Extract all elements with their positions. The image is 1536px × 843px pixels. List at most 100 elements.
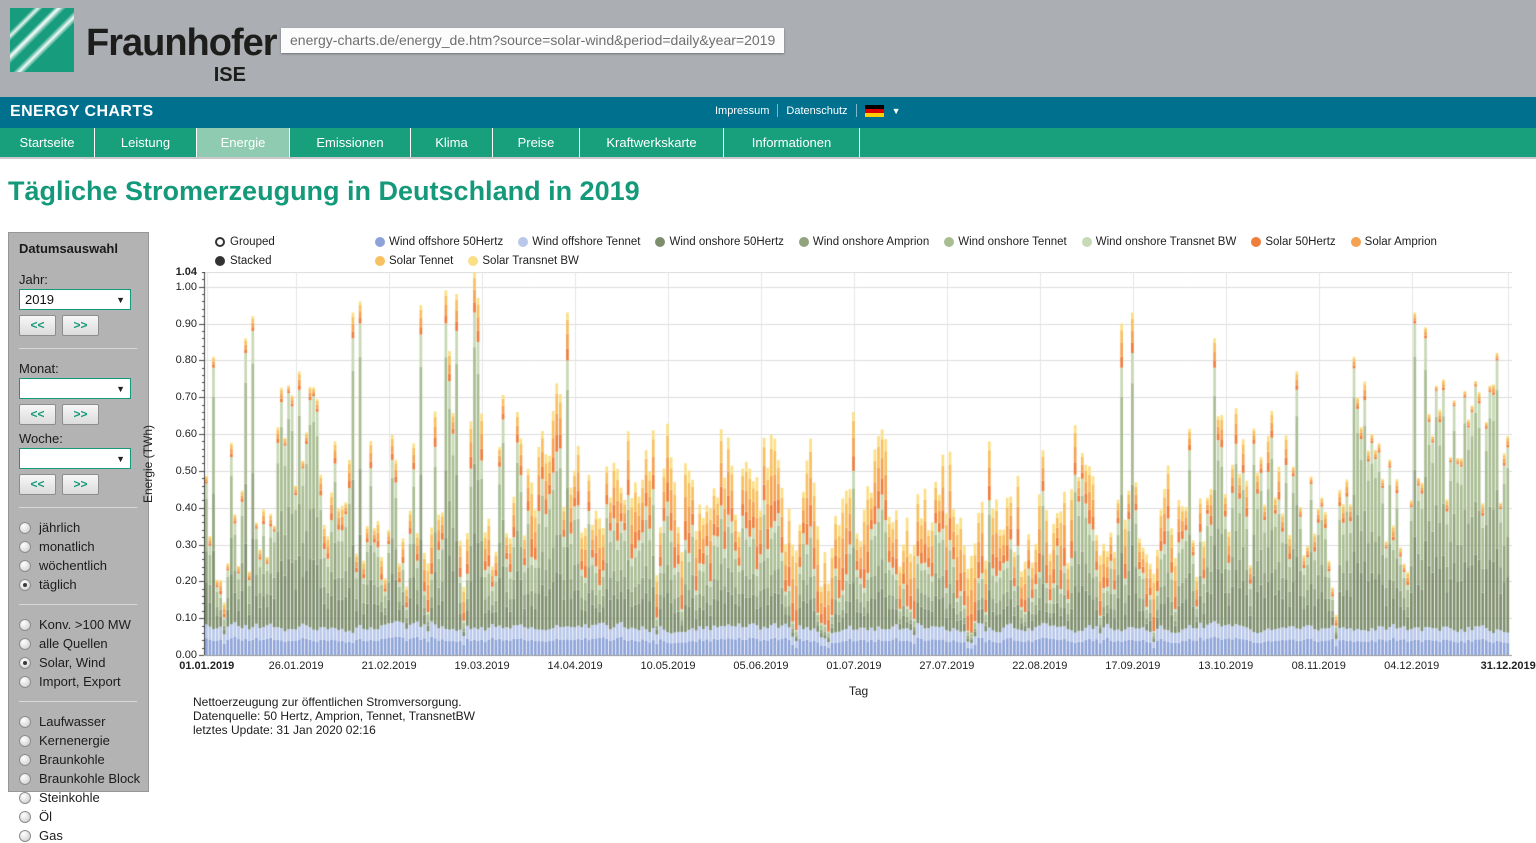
radio-label: alle Quellen: [39, 636, 108, 651]
chart-footnotes: Nettoerzeugung zur öffentlichen Stromver…: [193, 695, 475, 737]
period-radio-täglich[interactable]: täglich: [19, 577, 148, 592]
legend-item-wind-offshore-tennet[interactable]: Wind offshore Tennet: [518, 236, 640, 248]
fraunhofer-logo[interactable]: Fraunhofer ISE: [10, 8, 240, 88]
legend-dot-icon: [468, 256, 478, 266]
nav-tab-klima[interactable]: Klima: [411, 128, 493, 157]
divider: [19, 348, 137, 349]
footnote-line: Datenquelle: 50 Hertz, Amprion, Tennet, …: [193, 709, 475, 723]
nav-tab-startseite[interactable]: Startseite: [0, 128, 95, 157]
legend-label: Wind onshore Tennet: [958, 236, 1066, 248]
nav-tab-energie[interactable]: Energie: [197, 128, 290, 157]
radio-icon: [19, 735, 31, 747]
period-radio-jährlich[interactable]: jährlich: [19, 520, 148, 535]
year-select[interactable]: 2019 ▼: [19, 289, 131, 310]
radio-label: Gas: [39, 828, 63, 843]
week-label: Woche:: [19, 431, 148, 446]
radio-label: Solar, Wind: [39, 655, 105, 670]
legend-item-wind-onshore-amprion[interactable]: Wind onshore Amprion: [799, 236, 929, 248]
datenschutz-link[interactable]: Datenschutz: [786, 105, 847, 117]
radio-icon: [19, 773, 31, 785]
mode-label: Stacked: [230, 255, 272, 267]
period-radio-group: jährlich monatlich wöchentlich täglich: [19, 520, 148, 592]
logo-subtitle: ISE: [86, 64, 246, 87]
brand-bar: ENERGY CHARTS Impressum Datenschutz ▼: [0, 97, 1536, 128]
source-radio-konv->100-mw[interactable]: Konv. >100 MW: [19, 617, 148, 632]
language-dropdown-icon[interactable]: ▼: [892, 106, 901, 116]
legend-item-solar-amprion[interactable]: Solar Amprion: [1351, 236, 1437, 248]
x-tick-label: 13.10.2019: [1198, 660, 1253, 672]
next-month-button[interactable]: >>: [62, 404, 99, 425]
x-tick-label: 22.08.2019: [1012, 660, 1067, 672]
chart-mode-grouped[interactable]: Grouped: [215, 236, 275, 248]
period-radio-wöchentlich[interactable]: wöchentlich: [19, 558, 148, 573]
source-radio-solar-wind[interactable]: Solar, Wind: [19, 655, 148, 670]
radio-label: jährlich: [39, 520, 80, 535]
legend-dot-icon: [518, 237, 528, 247]
week-select[interactable]: ▼: [19, 448, 131, 469]
legend-item-wind-onshore-50hertz[interactable]: Wind onshore 50Hertz: [655, 236, 783, 248]
legend-item-solar-tennet[interactable]: Solar Tennet: [375, 255, 453, 267]
x-tick-label: 04.12.2019: [1384, 660, 1439, 672]
nav-tab-emissionen[interactable]: Emissionen: [290, 128, 411, 157]
legend-label: Wind offshore Tennet: [532, 236, 640, 248]
divider: [19, 604, 137, 605]
radio-label: Laufwasser: [39, 714, 105, 729]
prev-week-button[interactable]: <<: [19, 474, 56, 495]
legend-item-wind-offshore-50hertz[interactable]: Wind offshore 50Hertz: [375, 236, 503, 248]
y-tick-label: 0.90: [153, 318, 197, 330]
source-radio-alle-quellen[interactable]: alle Quellen: [19, 636, 148, 651]
fuel-radio-öl[interactable]: Öl: [19, 809, 148, 824]
period-radio-monatlich[interactable]: monatlich: [19, 539, 148, 554]
next-week-button[interactable]: >>: [62, 474, 99, 495]
impressum-link[interactable]: Impressum: [715, 105, 769, 117]
german-flag-icon[interactable]: [865, 105, 884, 117]
nav-tab-informationen[interactable]: Informationen: [724, 128, 860, 157]
nav-tab-kraftwerkskarte[interactable]: Kraftwerkskarte: [580, 128, 724, 157]
x-tick-label: 01.07.2019: [826, 660, 881, 672]
divider: [19, 507, 137, 508]
x-tick-label: 08.11.2019: [1292, 660, 1346, 672]
source-radio-import-export[interactable]: Import, Export: [19, 674, 148, 689]
radio-icon: [19, 716, 31, 728]
legend-item-solar-transnet-bw[interactable]: Solar Transnet BW: [468, 255, 579, 267]
legend-item-wind-onshore-tennet[interactable]: Wind onshore Tennet: [944, 236, 1066, 248]
prev-year-button[interactable]: <<: [19, 315, 56, 336]
next-year-button[interactable]: >>: [62, 315, 99, 336]
y-tick-label: 0.80: [153, 354, 197, 366]
y-tick-label: 0.10: [153, 612, 197, 624]
y-tick-label: 0.20: [153, 575, 197, 587]
x-tick-label: 27.07.2019: [919, 660, 974, 672]
legend-item-solar-50hertz[interactable]: Solar 50Hertz: [1251, 236, 1335, 248]
x-axis-label: Tag: [849, 684, 868, 698]
fuel-radio-braunkohle-block[interactable]: Braunkohle Block: [19, 771, 148, 786]
fuel-radio-gas[interactable]: Gas: [19, 828, 148, 843]
fuel-radio-group: LaufwasserKernenergieBraunkohleBraunkohl…: [19, 714, 148, 843]
legend-dot-icon: [375, 256, 385, 266]
fuel-radio-braunkohle[interactable]: Braunkohle: [19, 752, 148, 767]
fuel-radio-laufwasser[interactable]: Laufwasser: [19, 714, 148, 729]
month-select[interactable]: ▼: [19, 378, 131, 399]
open-circle-icon: [215, 237, 225, 247]
brand-title: ENERGY CHARTS: [10, 103, 154, 121]
legend-dot-icon: [375, 237, 385, 247]
radio-label: täglich: [39, 577, 77, 592]
legend-label: Solar Tennet: [389, 255, 453, 267]
radio-icon: [19, 638, 31, 650]
fuel-radio-steinkohle[interactable]: Steinkohle: [19, 790, 148, 805]
nav-tab-leistung[interactable]: Leistung: [95, 128, 197, 157]
chart-canvas[interactable]: [197, 272, 1512, 657]
legend-label: Wind onshore Amprion: [813, 236, 929, 248]
prev-month-button[interactable]: <<: [19, 404, 56, 425]
nav-tab-preise[interactable]: Preise: [493, 128, 580, 157]
radio-label: Öl: [39, 809, 52, 824]
y-tick-label: 0.40: [153, 502, 197, 514]
chart-mode-legend: Grouped Stacked: [215, 236, 275, 267]
chart-mode-stacked[interactable]: Stacked: [215, 255, 275, 267]
radio-icon: [19, 560, 31, 572]
panel-title: Datumsauswahl: [19, 241, 148, 256]
url-display: energy-charts.de/energy_de.htm?source=so…: [281, 28, 784, 53]
year-select-value: 2019: [25, 292, 54, 307]
select-arrow-icon: ▼: [116, 454, 125, 464]
legend-item-wind-onshore-transnet-bw[interactable]: Wind onshore Transnet BW: [1082, 236, 1237, 248]
radio-label: Konv. >100 MW: [39, 617, 131, 632]
